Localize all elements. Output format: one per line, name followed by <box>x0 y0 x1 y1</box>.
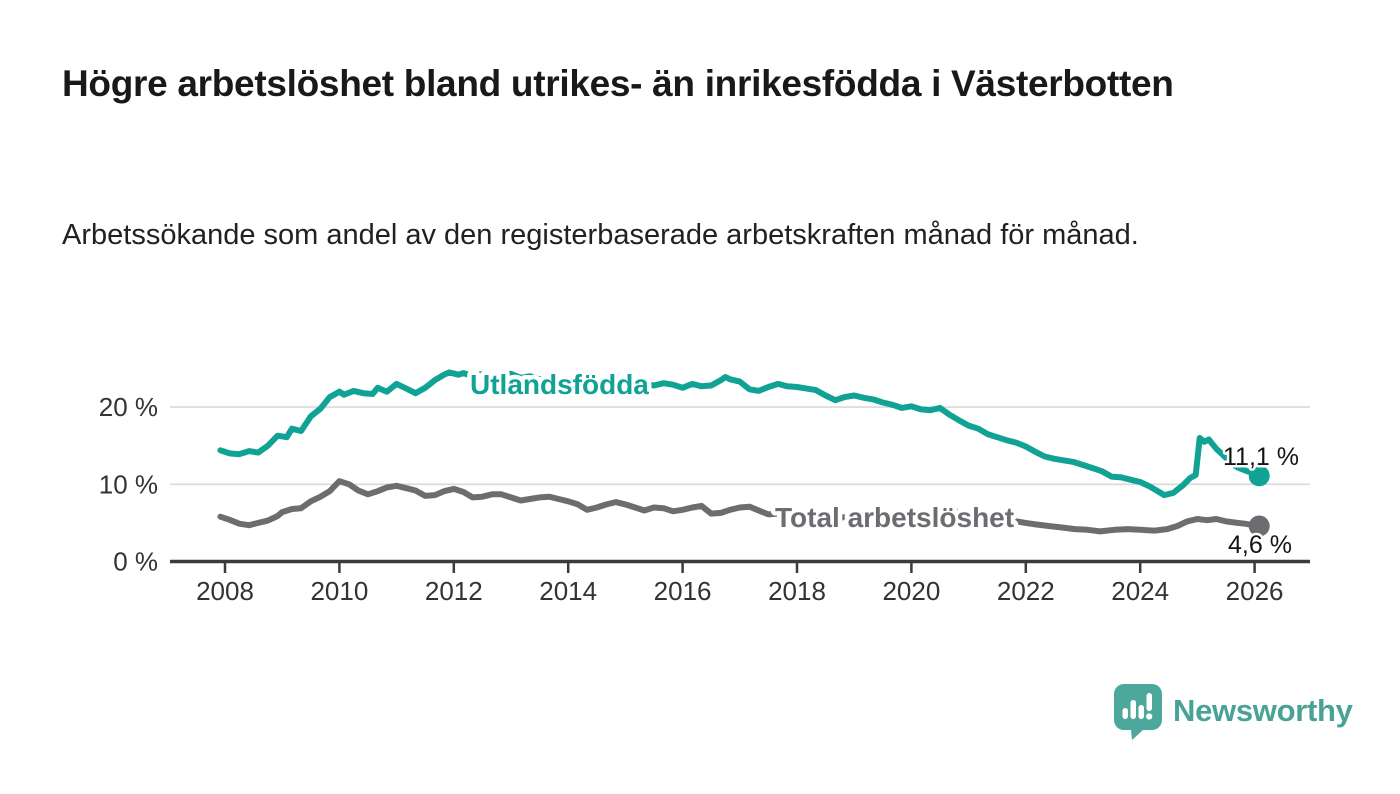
chart-title: Högre arbetslöshet bland utrikes- än inr… <box>62 63 1174 104</box>
x-axis-tick-label: 2014 <box>539 576 597 606</box>
x-axis-tick-label: 2012 <box>425 576 483 606</box>
y-axis-tick-label: 20 % <box>99 392 158 422</box>
x-axis-tick-label: 2020 <box>882 576 940 606</box>
y-axis-tick-label: 10 % <box>99 469 158 499</box>
series-label-utlandsfodda: Utlandsfödda <box>470 369 649 400</box>
newsworthy-logo: Newsworthy <box>1112 682 1353 740</box>
logo-bubble-shape <box>1114 684 1162 740</box>
series-end-dot-total-arbetsloshet <box>1248 515 1270 537</box>
chart-subtitle: Arbetssökande som andel av den registerb… <box>62 219 1139 251</box>
x-axis-tick-label: 2016 <box>654 576 712 606</box>
series-line-total-arbetsloshet <box>217 478 1263 535</box>
series-line-utlandsfodda <box>217 369 1263 499</box>
y-axis-tick-label: 0 % <box>113 547 158 577</box>
x-axis-tick-label: 2010 <box>310 576 368 606</box>
x-axis-tick-label: 2022 <box>997 576 1055 606</box>
series-label-total-arbetsloshet: Total arbetslöshet <box>775 502 1014 533</box>
x-axis-tick-label: 2024 <box>1111 576 1169 606</box>
newsworthy-logo-icon <box>1114 684 1162 740</box>
x-axis-tick-label: 2026 <box>1226 576 1284 606</box>
x-axis-tick-label: 2008 <box>196 576 254 606</box>
logo-bar-chart-glyph <box>1122 693 1153 720</box>
newsworthy-logo-text: Newsworthy <box>1173 693 1353 728</box>
series-end-value-utlandsfodda: 11,1 % <box>1223 443 1299 471</box>
x-axis-tick-label: 2018 <box>768 576 826 606</box>
series-end-dot-utlandsfodda <box>1248 465 1270 487</box>
unemployment-line-chart: Utlandsfödda Total arbetslöshet 2008 2010 20… <box>99 365 1310 606</box>
series-end-value-total-arbetsloshet: 4,6 % <box>1228 531 1292 559</box>
